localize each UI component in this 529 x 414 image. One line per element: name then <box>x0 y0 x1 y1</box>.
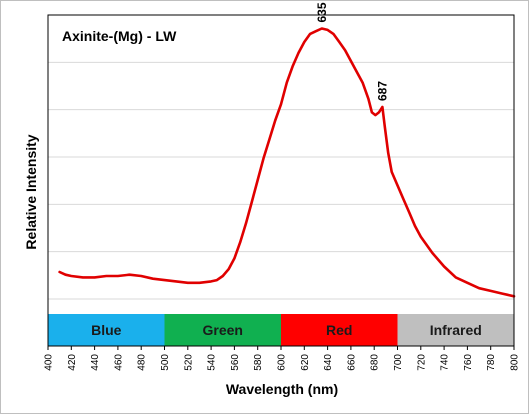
y-axis-title: Relative Intensity <box>23 134 39 249</box>
x-tick-label: 600 <box>277 354 288 371</box>
x-tick-label: 420 <box>67 354 78 371</box>
x-tick-label: 780 <box>486 354 497 371</box>
series-layer <box>58 27 516 298</box>
x-tick-label: 740 <box>440 354 451 371</box>
x-tick-label: 440 <box>90 354 101 371</box>
x-tick-label: 680 <box>370 354 381 371</box>
band-label: Red <box>326 322 352 338</box>
peak-label: 635 <box>315 2 329 22</box>
x-tick-label: 700 <box>393 354 404 371</box>
band-blue <box>48 314 165 346</box>
band-label: Infrared <box>430 322 482 338</box>
series-line-1 <box>58 27 516 298</box>
x-tick-label: 640 <box>323 354 334 371</box>
x-tick-label: 500 <box>160 354 171 371</box>
band-label: Blue <box>91 322 122 338</box>
color-bands: Blue Green Red Infrared <box>48 314 514 346</box>
band-infrared <box>397 314 514 346</box>
x-tick-label: 460 <box>113 354 124 371</box>
x-tick-label: 720 <box>416 354 427 371</box>
peak-annotations: 635 687 <box>315 2 390 101</box>
peak-label: 687 <box>375 81 389 101</box>
chart-title: Axinite-(Mg) - LW <box>62 28 177 44</box>
x-tick-label: 480 <box>137 354 148 371</box>
x-tick-label: 520 <box>183 354 194 371</box>
band-label: Green <box>203 322 243 338</box>
x-axis-ticks: 400 420 440 460 480 500 520 540 560 580 600 620 640 6… <box>44 346 521 371</box>
x-tick-label: 560 <box>230 354 241 371</box>
band-red <box>281 314 398 346</box>
x-tick-label: 660 <box>346 354 357 371</box>
x-tick-label: 800 <box>510 354 521 371</box>
x-tick-label: 580 <box>253 354 264 371</box>
x-tick-label: 400 <box>44 354 55 371</box>
x-axis-title: Wavelength (nm) <box>226 381 338 397</box>
x-tick-label: 760 <box>463 354 474 371</box>
x-tick-label: 620 <box>300 354 311 371</box>
x-tick-label: 540 <box>207 354 218 371</box>
band-green <box>164 314 281 346</box>
